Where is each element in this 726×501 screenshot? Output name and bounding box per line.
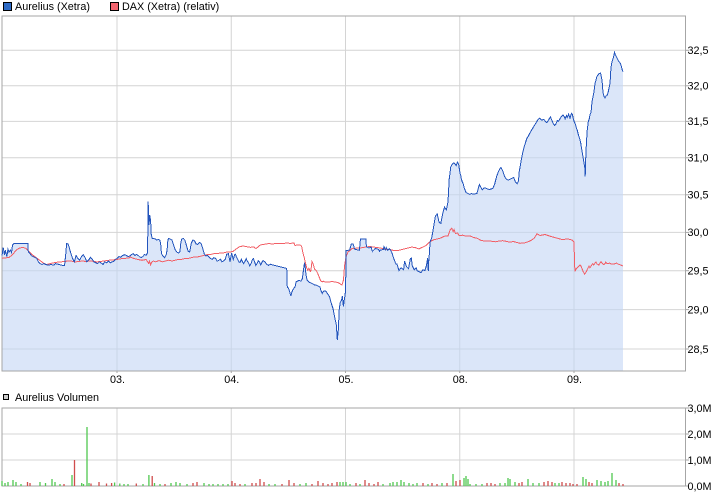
svg-text:30,0: 30,0 <box>688 227 709 239</box>
svg-text:0,0M: 0,0M <box>688 481 712 493</box>
svg-text:3,0M: 3,0M <box>688 403 712 415</box>
svg-text:28,5: 28,5 <box>688 344 709 356</box>
svg-text:32,0: 32,0 <box>688 81 709 93</box>
svg-text:1,0M: 1,0M <box>688 455 712 467</box>
svg-text:DAX (Xetra) (relativ): DAX (Xetra) (relativ) <box>122 1 219 13</box>
svg-text:31,5: 31,5 <box>688 116 709 128</box>
svg-text:30,5: 30,5 <box>688 190 709 202</box>
svg-text:Aurelius (Xetra): Aurelius (Xetra) <box>15 1 90 13</box>
svg-text:04.: 04. <box>224 374 239 386</box>
svg-text:31,0: 31,0 <box>688 153 709 165</box>
svg-text:Aurelius Volumen: Aurelius Volumen <box>15 392 99 404</box>
svg-text:05.: 05. <box>338 374 353 386</box>
svg-text:08.: 08. <box>453 374 468 386</box>
svg-text:09.: 09. <box>567 374 582 386</box>
svg-text:03.: 03. <box>110 374 125 386</box>
svg-text:29,5: 29,5 <box>688 266 709 278</box>
svg-text:32,5: 32,5 <box>688 45 709 57</box>
svg-text:2,0M: 2,0M <box>688 429 712 441</box>
svg-text:29,0: 29,0 <box>688 304 709 316</box>
